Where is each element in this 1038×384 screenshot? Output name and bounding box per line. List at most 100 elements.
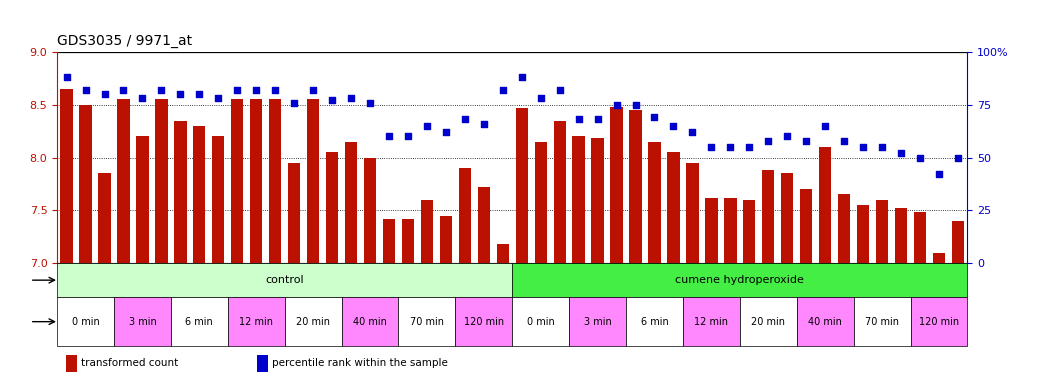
- Point: [627, 102, 644, 108]
- Bar: [592, 139, 604, 263]
- Bar: [326, 152, 338, 263]
- Point: [97, 91, 113, 97]
- Text: 20 min: 20 min: [752, 317, 786, 327]
- Text: 3 min: 3 min: [583, 317, 611, 327]
- Bar: [513, 263, 967, 297]
- Bar: [626, 297, 683, 346]
- Point: [532, 95, 549, 101]
- Point: [305, 87, 322, 93]
- Bar: [740, 297, 797, 346]
- Bar: [440, 216, 452, 263]
- Bar: [683, 297, 740, 346]
- Bar: [876, 200, 889, 263]
- Text: 70 min: 70 min: [865, 317, 899, 327]
- Bar: [114, 297, 171, 346]
- Point: [798, 137, 815, 144]
- Bar: [57, 297, 114, 346]
- Bar: [227, 297, 284, 346]
- Bar: [819, 147, 831, 263]
- Text: 120 min: 120 min: [464, 317, 503, 327]
- Point: [400, 133, 416, 139]
- Point: [361, 99, 378, 106]
- Bar: [513, 297, 569, 346]
- Bar: [725, 198, 737, 263]
- Bar: [250, 99, 263, 263]
- Point: [911, 154, 928, 161]
- Text: 20 min: 20 min: [296, 317, 330, 327]
- Bar: [402, 219, 414, 263]
- Text: percentile rank within the sample: percentile rank within the sample: [272, 358, 447, 368]
- Point: [893, 150, 909, 156]
- Text: 40 min: 40 min: [353, 317, 387, 327]
- Bar: [364, 157, 376, 263]
- Point: [647, 114, 663, 121]
- Bar: [156, 99, 167, 263]
- Bar: [913, 212, 926, 263]
- Bar: [629, 110, 641, 263]
- Point: [324, 98, 340, 104]
- Bar: [705, 198, 717, 263]
- Bar: [535, 142, 547, 263]
- Bar: [60, 89, 73, 263]
- Bar: [342, 297, 399, 346]
- Point: [514, 74, 530, 80]
- Bar: [762, 170, 774, 263]
- Bar: [797, 297, 853, 346]
- Bar: [399, 297, 456, 346]
- Bar: [933, 253, 946, 263]
- Bar: [456, 297, 512, 346]
- Point: [115, 87, 132, 93]
- Bar: [569, 297, 626, 346]
- Bar: [171, 297, 227, 346]
- Point: [381, 133, 398, 139]
- Text: 40 min: 40 min: [809, 317, 842, 327]
- Bar: [573, 136, 584, 263]
- Text: 6 min: 6 min: [186, 317, 213, 327]
- Bar: [910, 297, 967, 346]
- Bar: [686, 163, 699, 263]
- Bar: [667, 152, 680, 263]
- Bar: [895, 208, 907, 263]
- Point: [836, 137, 852, 144]
- Point: [134, 95, 151, 101]
- Point: [58, 74, 75, 80]
- Bar: [136, 136, 148, 263]
- Point: [494, 87, 511, 93]
- Bar: [459, 168, 471, 263]
- Text: 3 min: 3 min: [129, 317, 157, 327]
- Point: [590, 116, 606, 122]
- Point: [267, 87, 283, 93]
- Point: [665, 123, 682, 129]
- Point: [931, 171, 948, 177]
- Text: cumene hydroperoxide: cumene hydroperoxide: [676, 275, 804, 285]
- Text: GDS3035 / 9971_at: GDS3035 / 9971_at: [57, 34, 192, 48]
- Text: 12 min: 12 min: [694, 317, 729, 327]
- Point: [551, 87, 568, 93]
- Point: [950, 154, 966, 161]
- Bar: [257, 355, 268, 372]
- Bar: [649, 142, 660, 263]
- Bar: [284, 297, 342, 346]
- Point: [684, 129, 701, 135]
- Bar: [79, 105, 91, 263]
- Bar: [99, 173, 111, 263]
- Bar: [952, 221, 964, 263]
- Bar: [269, 99, 281, 263]
- Point: [77, 87, 93, 93]
- Bar: [420, 200, 433, 263]
- Point: [703, 144, 719, 150]
- Point: [570, 116, 586, 122]
- Bar: [853, 297, 910, 346]
- Bar: [345, 142, 357, 263]
- Point: [817, 123, 834, 129]
- Bar: [857, 205, 869, 263]
- Point: [229, 87, 246, 93]
- Bar: [174, 121, 187, 263]
- Bar: [57, 263, 513, 297]
- Point: [418, 123, 435, 129]
- Point: [457, 116, 473, 122]
- Bar: [66, 355, 77, 372]
- Bar: [231, 99, 244, 263]
- Point: [608, 102, 625, 108]
- Point: [210, 95, 226, 101]
